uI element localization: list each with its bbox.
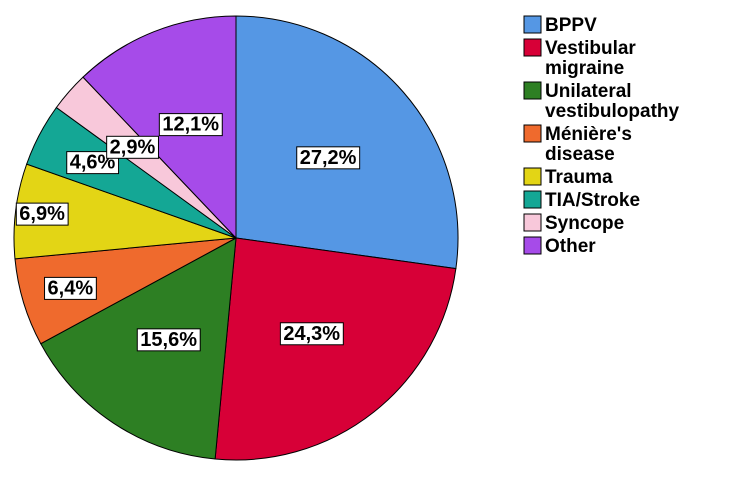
legend-swatch bbox=[523, 213, 542, 232]
legend-label: Vestibular bbox=[545, 38, 636, 59]
legend-swatch bbox=[523, 190, 542, 209]
legend: BPPVVestibularmigraineUnilateralvestibul… bbox=[523, 15, 680, 257]
slice-value-label: 15,6% bbox=[140, 329, 197, 351]
slice-value-label-box bbox=[106, 135, 159, 159]
slice-value-label-box bbox=[44, 276, 97, 300]
legend-label: BPPV bbox=[545, 15, 597, 36]
slice-value-label-box bbox=[296, 146, 361, 170]
legend-label: migraine bbox=[545, 58, 624, 79]
slice-value-label-box bbox=[279, 322, 344, 346]
legend-label: Trauma bbox=[545, 167, 613, 188]
slice-value-label: 2,9% bbox=[110, 136, 156, 158]
legend-swatch bbox=[523, 38, 542, 57]
legend-swatch bbox=[523, 236, 542, 255]
slice-value-label-box bbox=[136, 328, 201, 352]
pie-value-labels: 27,2% 24,3% 15,6% 6,4% 6,9% 4,6%2,9% 12,1% bbox=[15, 113, 361, 352]
legend-label: Unilateral bbox=[545, 81, 632, 102]
slice-value-label-box bbox=[15, 202, 69, 226]
slice-value-label: 24,3% bbox=[283, 323, 340, 345]
legend-swatch bbox=[523, 81, 542, 100]
legend-swatch bbox=[523, 15, 542, 34]
legend-label: Syncope bbox=[545, 213, 624, 234]
slice-value-label: 12,1% bbox=[162, 114, 219, 136]
pie-slices bbox=[13, 15, 459, 461]
legend-label: TIA/Stroke bbox=[545, 190, 640, 211]
legend-label: Other bbox=[545, 236, 596, 257]
legend-swatch bbox=[523, 124, 542, 143]
slice-value-label: 6,4% bbox=[48, 277, 94, 299]
legend-swatch bbox=[523, 167, 542, 186]
pie-slice-vestibular-migraine bbox=[214, 237, 457, 461]
legend-label: Ménière's bbox=[545, 124, 632, 145]
slice-value-label-box bbox=[158, 113, 223, 137]
slice-value-label: 6,9% bbox=[19, 203, 65, 225]
pie-slice-bppv bbox=[235, 15, 459, 270]
slice-value-label: 27,2% bbox=[300, 147, 357, 169]
legend-label: vestibulopathy bbox=[545, 101, 680, 122]
slice-value-label-box bbox=[66, 151, 120, 175]
slice-value-label: 4,6% bbox=[70, 152, 116, 174]
legend-label: disease bbox=[545, 144, 615, 165]
